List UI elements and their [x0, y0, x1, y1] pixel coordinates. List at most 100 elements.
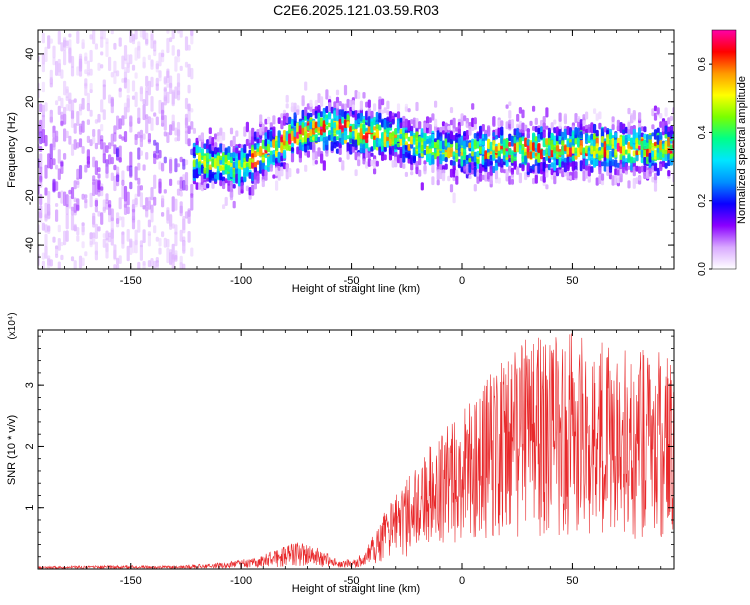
spectrogram-cell [208, 175, 212, 183]
spectrogram-cell [147, 260, 151, 268]
spectrogram-cell [463, 151, 467, 160]
spectrogram-cell [346, 151, 350, 160]
spectrogram-cell [585, 145, 589, 154]
spectrogram-cell [648, 134, 652, 140]
spectrogram-cell [534, 159, 538, 166]
spectrogram-cell [598, 146, 602, 152]
spectrogram-cell [381, 151, 385, 161]
spectrogram-cell [41, 32, 45, 44]
spectrogram-cell [296, 146, 300, 155]
spectrogram-cell [224, 178, 228, 184]
spectrogram-cell [203, 167, 207, 174]
spectrogram-cell [232, 135, 236, 146]
spectrogram-cell [359, 143, 363, 153]
spectrogram-cell [237, 160, 242, 169]
spectrogram-cell [571, 161, 575, 172]
spectrogram-cell [359, 112, 363, 122]
spectrogram-cell [116, 264, 120, 269]
spectrogram-cell [370, 110, 374, 120]
spectrogram-cell [63, 230, 67, 246]
spectrogram-cell [219, 134, 223, 144]
spectrogram-cell [184, 211, 189, 219]
spectrogram-cell [84, 82, 88, 96]
figure-title: C2E6.2025.121.03.59.R03 [273, 2, 439, 18]
spectrogram-cell [407, 143, 411, 151]
spectrogram-cell [611, 116, 615, 123]
spectrogram-cell [367, 158, 371, 167]
spectrogram-cell [434, 143, 438, 149]
spectrogram-cell [420, 136, 424, 143]
spectrogram-cell [232, 169, 236, 178]
spectrogram-cell [275, 157, 279, 164]
spectrogram-cell [86, 60, 90, 71]
spectrogram-cell [370, 152, 374, 157]
spectrogram-cell [47, 191, 51, 205]
spectrogram-cell [619, 122, 623, 133]
spectrogram-cell [365, 148, 369, 158]
spectrogram-cell [184, 61, 189, 68]
spectrogram-cell [121, 179, 125, 186]
spectrogram-cell [444, 132, 448, 139]
spectrogram-cell [441, 154, 446, 162]
spectrogram-cell [121, 136, 125, 141]
spectrogram-cell [630, 125, 634, 135]
spectrogram-cell [569, 147, 573, 157]
spectrogram-cell [86, 160, 90, 168]
spectrogram-cell [105, 166, 109, 179]
spectrogram-cell [465, 123, 469, 129]
spectrogram-cell [68, 189, 72, 195]
spectrogram-cell [632, 166, 636, 177]
spectrogram-cell [481, 124, 485, 132]
spectrogram-cell [627, 165, 631, 170]
spectrogram-cell [489, 165, 493, 176]
spectrogram-cell [349, 126, 353, 133]
spectrogram-cell [521, 150, 525, 160]
spectrogram-cell [235, 147, 239, 154]
spectrogram-cell [55, 130, 59, 143]
spectrogram-cell [70, 187, 75, 200]
spectrogram-cell [465, 154, 469, 161]
spectrogram-cell [542, 171, 546, 183]
spectrogram-cell [275, 167, 279, 176]
spectrogram-cell [126, 79, 130, 94]
spectrogram-cell [534, 126, 538, 133]
spectrogram-cell [296, 109, 300, 116]
spectrogram-cell [553, 119, 557, 125]
spectrogram-cell [386, 116, 390, 122]
spectrogram-cell [338, 142, 342, 149]
spectrogram-cell [378, 112, 382, 123]
spectrogram-cell [163, 88, 167, 102]
spectrogram-cell [396, 111, 401, 121]
spectrogram-cell [600, 173, 605, 181]
spectrogram-cell [386, 122, 390, 128]
spectrogram-cell [275, 135, 279, 143]
spectrogram-cell [481, 146, 485, 154]
spectrogram-cell [110, 96, 114, 107]
spectrogram-cell [290, 142, 295, 148]
spectrogram-cell [600, 136, 605, 143]
spectrogram-cell [280, 162, 284, 168]
spectrogram-cell [169, 159, 173, 174]
spectrogram-cell [444, 123, 448, 131]
spectrogram-cell [76, 31, 80, 44]
spectrogram-cell [166, 247, 170, 264]
spectrogram-cell [253, 172, 257, 180]
spectrogram-cell [161, 115, 165, 127]
spectrogram-cell [335, 136, 340, 141]
spectrogram-cell [57, 149, 61, 164]
spectrogram-cell [540, 131, 544, 140]
spectrogram-cell [105, 230, 109, 241]
spectrogram-cell [290, 147, 295, 152]
spectrogram-cell [264, 165, 268, 171]
spectrogram-cell [174, 231, 178, 247]
spectrogram-cell [102, 30, 106, 40]
spectrogram-cell [97, 179, 101, 190]
spectrogram-cell [105, 201, 109, 210]
spectrogram-cell [116, 218, 120, 224]
spectrogram-cell [113, 125, 117, 135]
spectrogram-cell [121, 170, 125, 181]
spectrogram-cell [78, 138, 83, 148]
spectrogram-cell [354, 139, 358, 148]
spectrogram-cell [285, 112, 289, 118]
spectrogram-cell [121, 185, 125, 200]
